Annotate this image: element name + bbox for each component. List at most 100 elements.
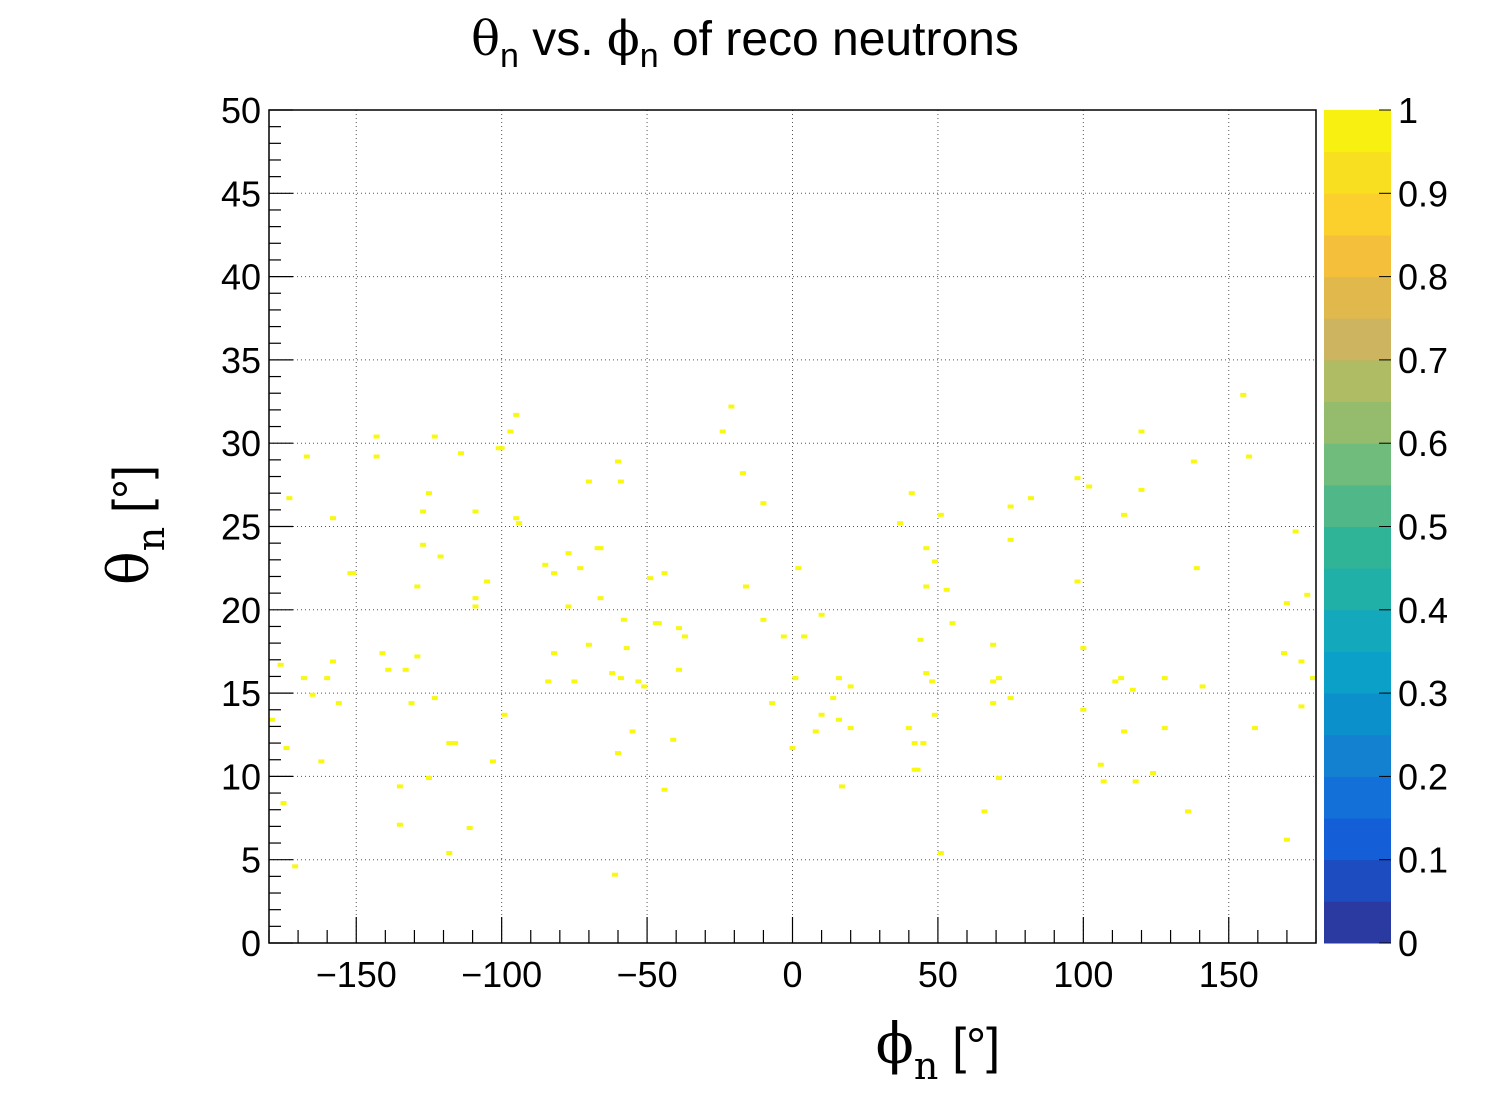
- data-cell: [801, 634, 808, 639]
- x-axis-ticks: −150 −100 −50 0 50 100 150: [268, 917, 1317, 995]
- data-cell: [565, 604, 572, 609]
- data-cell: [1138, 429, 1145, 434]
- data-cell: [300, 676, 307, 681]
- data-cell: [617, 676, 624, 681]
- data-cell: [1138, 487, 1145, 492]
- data-cell: [990, 701, 997, 706]
- data-cell: [995, 776, 1002, 781]
- data-cell: [420, 509, 427, 514]
- data-cell: [932, 712, 939, 717]
- data-cell: [484, 579, 491, 584]
- data-cell: [1199, 684, 1206, 689]
- data-cell: [1240, 392, 1247, 397]
- data-cell: [612, 872, 619, 877]
- title-phi-symbol: ϕ: [607, 11, 640, 67]
- data-cell: [914, 767, 921, 772]
- colorbar-tick-label: 0.5: [1398, 507, 1448, 548]
- data-cell: [396, 784, 403, 789]
- data-cell: [1298, 704, 1305, 709]
- data-cell: [373, 454, 380, 459]
- data-cell: [943, 587, 950, 592]
- data-cell: [309, 692, 316, 697]
- data-cell: [373, 434, 380, 439]
- colorbar-segment: [1324, 859, 1391, 902]
- data-cell: [1097, 762, 1104, 767]
- y-tick-label: 10: [221, 756, 261, 797]
- colorbar-segment: [1324, 818, 1391, 861]
- title-vs: vs.: [519, 13, 607, 66]
- colorbar-tick-label: 0.4: [1398, 590, 1448, 631]
- colorbar-segment: [1324, 609, 1391, 652]
- title-theta-symbol: θ: [471, 11, 500, 67]
- colorbar-segment: [1324, 443, 1391, 486]
- data-cell: [1283, 837, 1290, 842]
- data-cell: [513, 516, 520, 521]
- colorbar-segment: [1324, 693, 1391, 736]
- y-tick-label: 30: [221, 423, 261, 464]
- data-cell: [1074, 476, 1081, 481]
- y-tick-label: 45: [221, 173, 261, 214]
- grid-lines: [269, 110, 1316, 943]
- colorbar-segment: [1324, 318, 1391, 361]
- colorbar-segment: [1324, 734, 1391, 777]
- y-axis-subscript: n: [129, 527, 173, 551]
- y-tick-label: 5: [241, 840, 261, 881]
- data-cells: [268, 392, 1317, 877]
- data-cell: [1283, 601, 1290, 606]
- data-cell: [1080, 646, 1087, 651]
- data-cell: [1121, 512, 1128, 517]
- data-cell: [286, 496, 293, 501]
- y-axis-ticks: 0 5 10 15 20 25 30 35 40 45 50: [221, 90, 293, 964]
- data-cell: [457, 451, 464, 456]
- colorbar-tick-label: 0.9: [1398, 173, 1448, 214]
- data-cell: [780, 634, 787, 639]
- data-cell: [789, 746, 796, 751]
- data-cell: [830, 696, 837, 701]
- data-cell: [661, 787, 668, 792]
- x-axis-unit: [°]: [938, 1018, 1000, 1074]
- data-cell: [836, 717, 843, 722]
- data-cell: [990, 679, 997, 684]
- colorbar-tick-label: 0.2: [1398, 756, 1448, 797]
- x-axis-title: ϕn [°]: [876, 1012, 1000, 1088]
- data-cell: [740, 471, 747, 476]
- data-cell: [585, 479, 592, 484]
- data-cell: [661, 571, 668, 576]
- y-axis-unit: [°]: [103, 465, 159, 527]
- data-cell: [571, 679, 578, 684]
- data-cell: [836, 676, 843, 681]
- y-tick-label: 20: [221, 590, 261, 631]
- data-cell: [838, 784, 845, 789]
- y-tick-label: 15: [221, 673, 261, 714]
- colorbar-segment: [1324, 276, 1391, 319]
- colorbar-tick-label: 0.3: [1398, 673, 1448, 714]
- x-tick-label: 0: [782, 954, 802, 995]
- data-cell: [676, 626, 683, 631]
- y-tick-label: 35: [221, 340, 261, 381]
- data-cell: [923, 584, 930, 589]
- data-cell: [646, 576, 653, 581]
- data-cell: [990, 642, 997, 647]
- x-tick-label: −100: [461, 954, 542, 995]
- data-cell: [623, 646, 630, 651]
- colorbar-tick-label: 0.1: [1398, 840, 1448, 881]
- x-tick-label: 150: [1199, 954, 1259, 995]
- data-cell: [932, 559, 939, 564]
- data-cell: [1281, 651, 1288, 656]
- data-cell: [1074, 579, 1081, 584]
- data-cell: [551, 571, 558, 576]
- title-theta-subscript: n: [500, 37, 519, 75]
- data-cell: [1310, 676, 1317, 681]
- data-cell: [923, 546, 930, 551]
- data-cell: [335, 701, 342, 706]
- colorbar-segment: [1324, 484, 1391, 527]
- data-cell: [847, 726, 854, 731]
- colorbar-tick-label: 0.8: [1398, 257, 1448, 298]
- colorbar-segment: [1324, 110, 1391, 153]
- data-cell: [617, 479, 624, 484]
- data-cell: [795, 566, 802, 571]
- y-axis-title: θn [°]: [97, 465, 173, 585]
- data-cell: [425, 491, 432, 496]
- data-cell: [1298, 659, 1305, 664]
